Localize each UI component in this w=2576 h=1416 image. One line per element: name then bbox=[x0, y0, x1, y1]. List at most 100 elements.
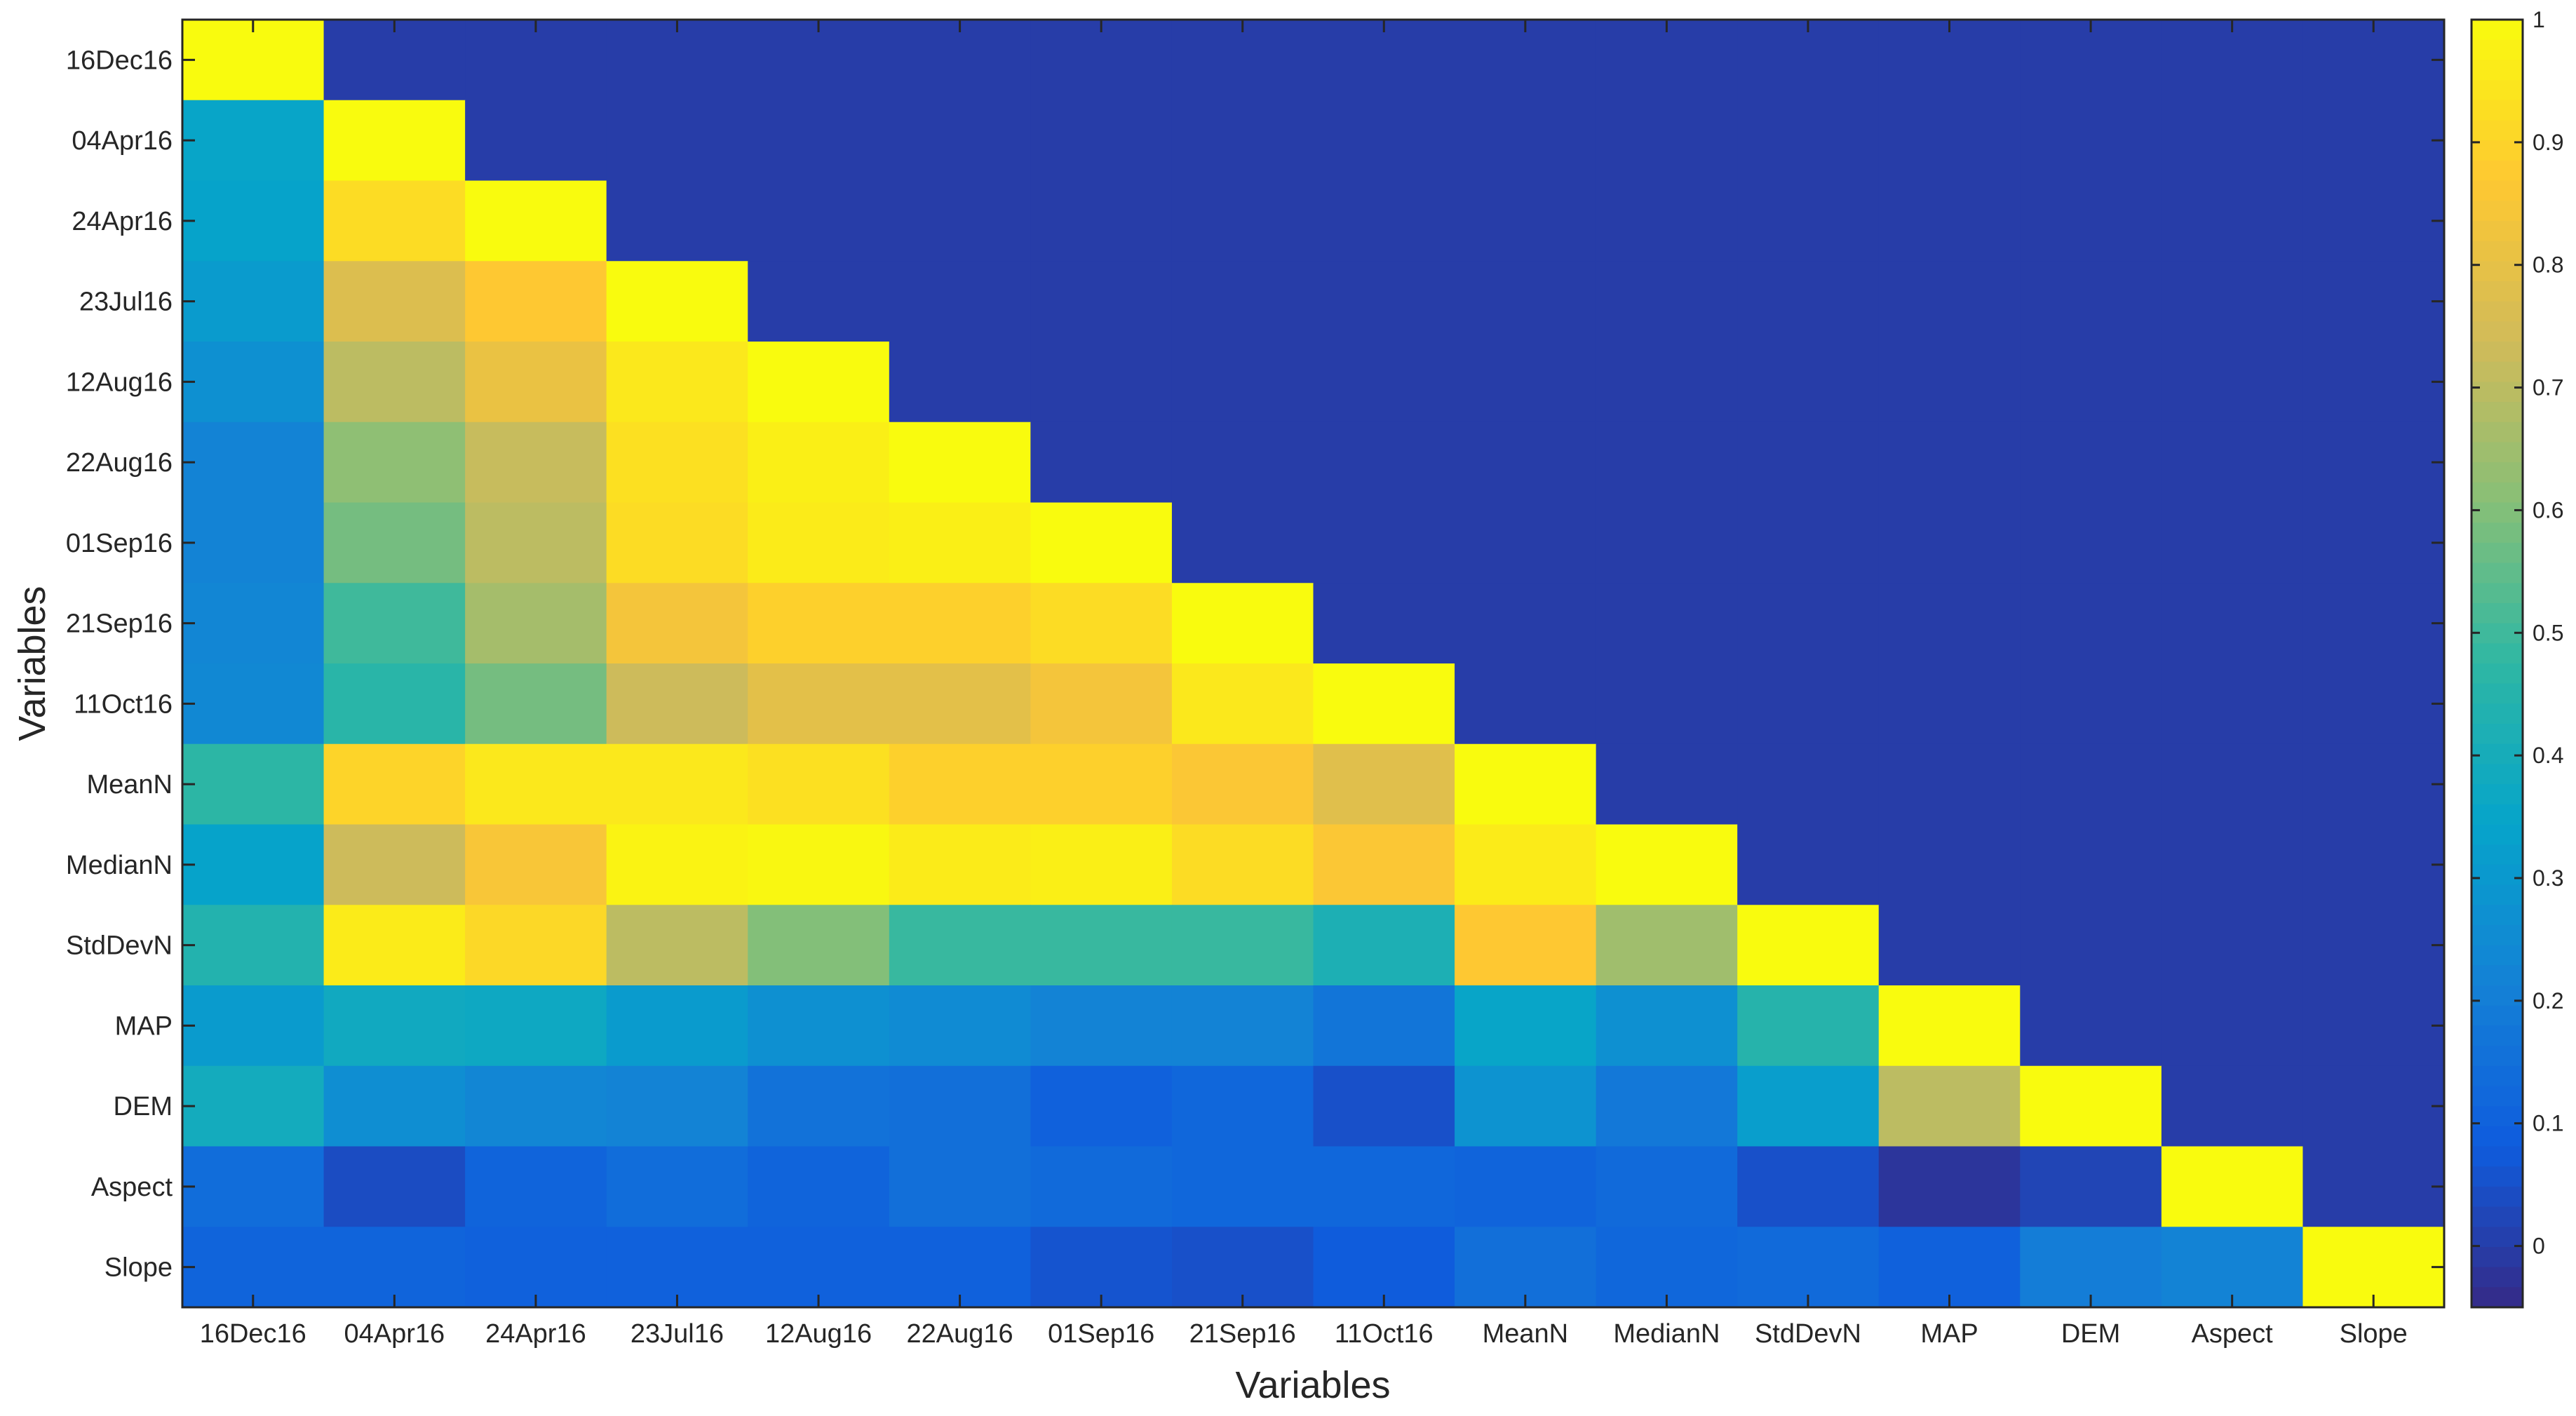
y-tick-label: MAP bbox=[115, 1011, 173, 1041]
heatmap-cell bbox=[182, 1146, 325, 1227]
heatmap-cell bbox=[1596, 1227, 1738, 1308]
heatmap-cell bbox=[1737, 905, 1880, 986]
heatmap-cell bbox=[1171, 1146, 1314, 1227]
y-tick-labels: 16Dec16 04Apr16 24Apr16 23Jul16 12Aug16 22Aug… bbox=[66, 46, 173, 1282]
plot-frame bbox=[181, 18, 2446, 1309]
colorbar-band bbox=[2472, 1126, 2523, 1147]
colorbar-band bbox=[2472, 261, 2523, 282]
x-tick-label: StdDevN bbox=[1755, 1319, 1861, 1349]
colorbar-band bbox=[2472, 623, 2523, 644]
heatmap-cell bbox=[1737, 422, 1880, 504]
heatmap-cell bbox=[1171, 743, 1314, 825]
heatmap-cell bbox=[1737, 985, 1880, 1067]
heatmap-cell bbox=[1313, 1065, 1455, 1147]
colorbar-band bbox=[2472, 1025, 2523, 1046]
heatmap-cell bbox=[182, 905, 325, 986]
heatmap-cell bbox=[748, 20, 890, 101]
heatmap-cell bbox=[2302, 422, 2445, 504]
heatmap-cell bbox=[889, 422, 1031, 504]
heatmap-cell bbox=[1596, 342, 1738, 423]
heatmap-cell bbox=[1878, 180, 2021, 262]
colorbar-band bbox=[2472, 844, 2523, 865]
heatmap-cell bbox=[465, 1146, 607, 1227]
heatmap-cell bbox=[323, 905, 466, 986]
y-tick-label: MeanN bbox=[87, 770, 173, 800]
heatmap-cell bbox=[606, 20, 748, 101]
heatmap-cell bbox=[748, 502, 890, 584]
heatmap-cell bbox=[1737, 663, 1880, 745]
heatmap-cell bbox=[465, 1065, 607, 1147]
heatmap-cell bbox=[606, 1227, 748, 1308]
heatmap-cell bbox=[2302, 20, 2445, 101]
colorbar-band bbox=[2472, 804, 2523, 825]
heatmap-cell bbox=[748, 1227, 890, 1308]
heatmap-cell bbox=[323, 20, 466, 101]
heatmap-cell bbox=[1313, 20, 1455, 101]
y-tick-label: 04Apr16 bbox=[72, 126, 173, 156]
heatmap-cell bbox=[748, 100, 890, 182]
heatmap-cell bbox=[748, 663, 890, 745]
heatmap-cell bbox=[1455, 743, 1597, 825]
heatmap-cell bbox=[182, 583, 325, 664]
heatmap-cell bbox=[2302, 1146, 2445, 1227]
heatmap-cell bbox=[1171, 342, 1314, 423]
heatmap-cell bbox=[1313, 342, 1455, 423]
heatmap-cell bbox=[1878, 824, 2021, 905]
colorbar-band bbox=[2472, 562, 2523, 584]
heatmap-cell bbox=[1030, 743, 1173, 825]
heatmap-cell bbox=[1030, 663, 1173, 745]
heatmap-cell bbox=[748, 180, 890, 262]
colorbar-band bbox=[2472, 281, 2523, 302]
heatmap-cell bbox=[889, 905, 1031, 986]
heatmap-cell bbox=[1171, 663, 1314, 745]
heatmap-cell bbox=[2302, 342, 2445, 423]
heatmap-cell bbox=[2020, 342, 2162, 423]
heatmap-cell bbox=[748, 1065, 890, 1147]
heatmap-cell bbox=[1737, 1227, 1880, 1308]
heatmap-cell bbox=[2161, 342, 2304, 423]
colorbar-tick-label: 1 bbox=[2533, 7, 2545, 32]
heatmap-cell bbox=[889, 100, 1031, 182]
heatmap-cell bbox=[2020, 100, 2162, 182]
y-tick-label: 11Oct16 bbox=[74, 689, 173, 719]
heatmap-cell bbox=[2020, 1065, 2162, 1147]
colorbar-band bbox=[2472, 422, 2523, 443]
colorbar-band bbox=[2472, 703, 2523, 724]
x-axis-label: Variables bbox=[1235, 1364, 1390, 1406]
colorbar-band bbox=[2472, 502, 2523, 523]
y-tick-label: 16Dec16 bbox=[66, 46, 173, 75]
heatmap-cell bbox=[1737, 824, 1880, 905]
heatmap-cell bbox=[2020, 663, 2162, 745]
heatmap-cell bbox=[2020, 422, 2162, 504]
heatmap-cell bbox=[323, 583, 466, 664]
x-tick-label: 23Jul16 bbox=[630, 1319, 724, 1349]
heatmap-cell bbox=[2161, 743, 2304, 825]
colorbar-tick-label: 0.1 bbox=[2533, 1111, 2563, 1136]
heatmap-cell bbox=[1596, 583, 1738, 664]
heatmap-cell bbox=[323, 824, 466, 905]
colorbar-band bbox=[2472, 1206, 2523, 1227]
heatmap-cell bbox=[323, 502, 466, 584]
heatmap-cell bbox=[2161, 1227, 2304, 1308]
heatmap-cell bbox=[1596, 422, 1738, 504]
heatmap-cell bbox=[889, 20, 1031, 101]
colorbar-band bbox=[2472, 643, 2523, 664]
colorbar-band bbox=[2472, 80, 2523, 101]
colorbar-band bbox=[2472, 542, 2523, 564]
heatmap-cell bbox=[748, 583, 890, 664]
colorbar-tick-label: 0.5 bbox=[2533, 620, 2563, 645]
heatmap-cell bbox=[2161, 1065, 2304, 1147]
heatmap-cell bbox=[323, 663, 466, 745]
heatmap-cell bbox=[1030, 1227, 1173, 1308]
heatmap-cell bbox=[1313, 824, 1455, 905]
colorbar-band bbox=[2472, 683, 2523, 704]
heatmap-cell bbox=[2161, 261, 2304, 342]
colorbar-band bbox=[2472, 764, 2523, 785]
heatmap-cell bbox=[2020, 180, 2162, 262]
colorbar-band bbox=[2472, 583, 2523, 604]
heatmap-cell bbox=[323, 180, 466, 262]
heatmap-cell bbox=[1878, 583, 2021, 664]
colorbar-band bbox=[2472, 864, 2523, 886]
heatmap-cell bbox=[889, 824, 1031, 905]
colorbar-band bbox=[2472, 1186, 2523, 1208]
